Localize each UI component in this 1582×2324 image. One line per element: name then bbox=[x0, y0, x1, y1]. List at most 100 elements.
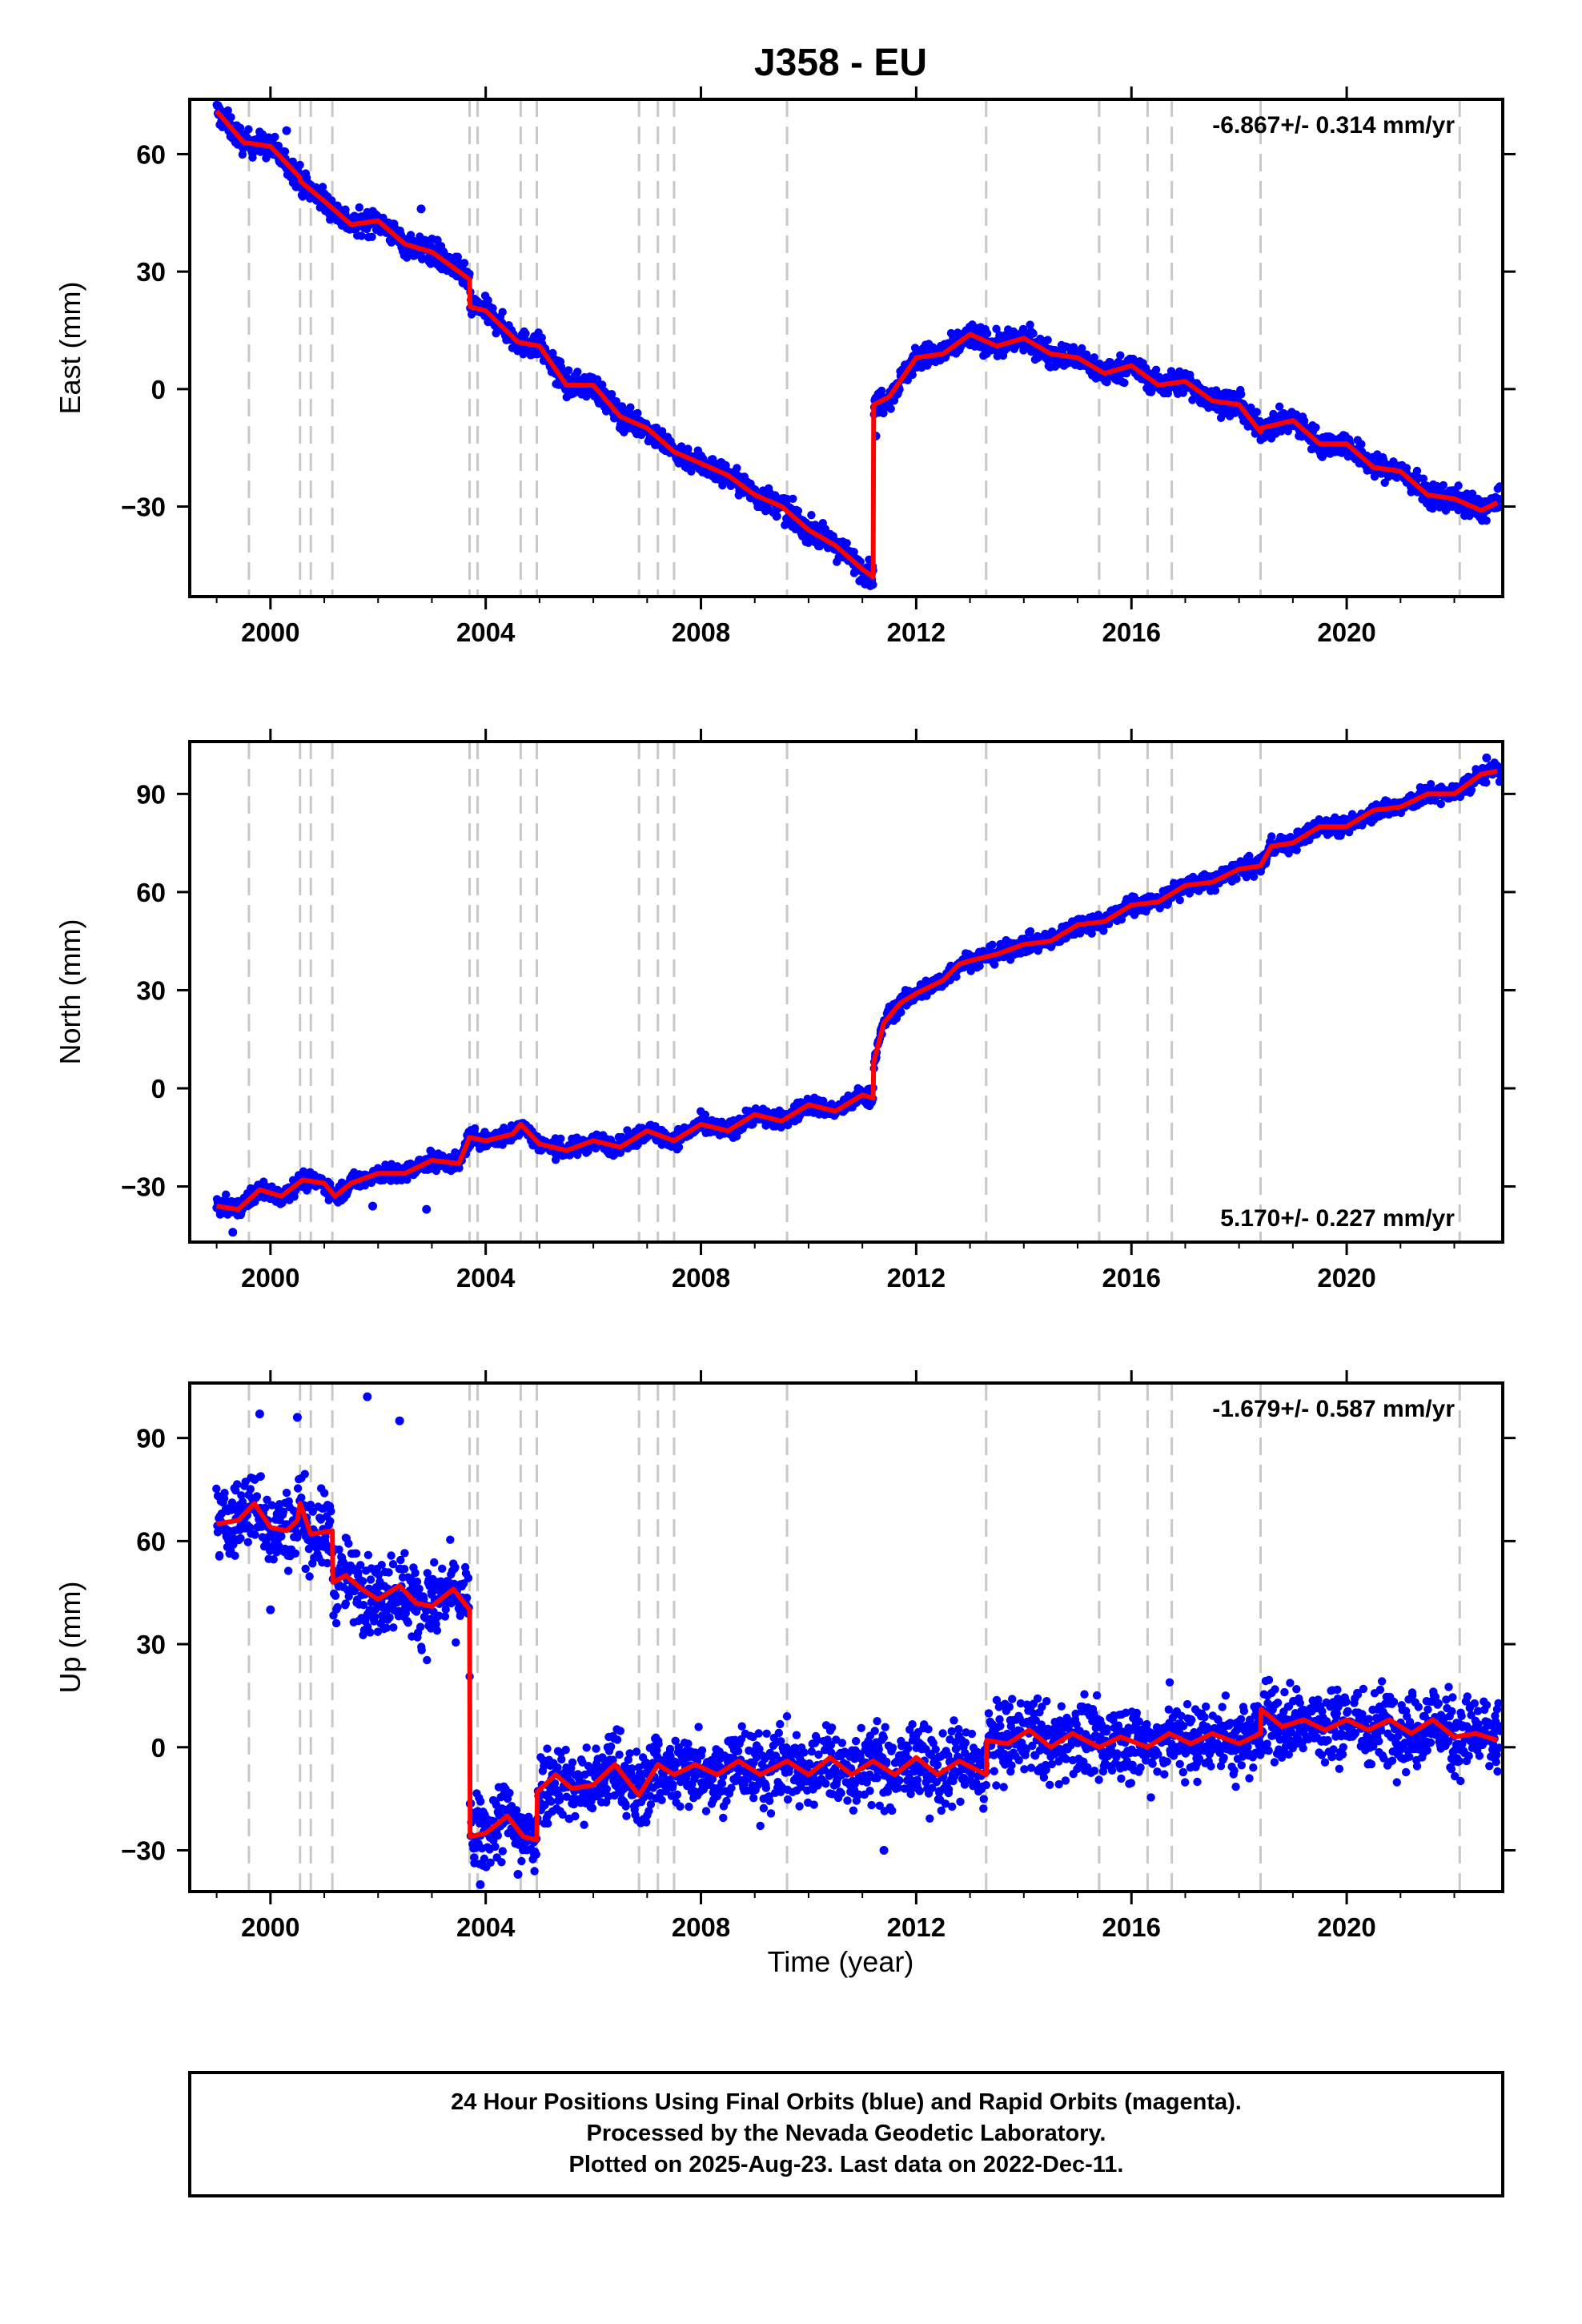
observation-point bbox=[1299, 416, 1309, 425]
observation-point bbox=[877, 386, 886, 396]
observation-points bbox=[212, 100, 1503, 590]
observation-point bbox=[403, 1175, 412, 1184]
observation-point bbox=[1439, 480, 1448, 490]
observation-point bbox=[537, 333, 546, 342]
observation-point bbox=[732, 1132, 741, 1141]
observation-point bbox=[982, 329, 992, 338]
observation-point bbox=[988, 940, 997, 950]
observation-point bbox=[223, 106, 232, 115]
observation-point bbox=[1252, 408, 1261, 416]
observation-point bbox=[1419, 474, 1428, 483]
observation-point bbox=[633, 408, 642, 418]
x-tick-label: 2004 bbox=[456, 617, 516, 647]
chart-title: J358 - EU bbox=[754, 42, 927, 84]
observation-point bbox=[1029, 329, 1038, 338]
observation-point bbox=[453, 252, 462, 261]
observation-point bbox=[341, 205, 350, 214]
observation-point bbox=[1496, 495, 1503, 504]
observation-point bbox=[1211, 886, 1220, 895]
observation-point bbox=[1078, 344, 1086, 353]
observation-point bbox=[288, 157, 297, 166]
observation-point bbox=[1267, 832, 1276, 841]
observation-point bbox=[674, 1143, 684, 1152]
observation-point bbox=[1116, 351, 1125, 360]
observation-point bbox=[318, 183, 327, 191]
observation-outlier bbox=[282, 126, 291, 135]
observation-point bbox=[1496, 482, 1503, 491]
observation-point bbox=[811, 521, 820, 529]
observation-point bbox=[1120, 378, 1129, 388]
observation-point bbox=[908, 370, 917, 380]
observation-point bbox=[897, 1007, 905, 1017]
observation-point bbox=[687, 467, 696, 476]
observation-point bbox=[1482, 516, 1491, 525]
observation-point bbox=[598, 380, 607, 389]
rate-label: -6.867+/- 0.314 mm/yr bbox=[1212, 112, 1455, 139]
x-tick-label: 2020 bbox=[1317, 617, 1375, 647]
observation-point bbox=[1357, 440, 1366, 448]
observation-point bbox=[488, 304, 497, 313]
observation-point bbox=[1454, 481, 1463, 490]
observation-point bbox=[612, 397, 620, 406]
observation-point bbox=[1090, 353, 1099, 362]
observation-point bbox=[607, 390, 616, 399]
observation-point bbox=[869, 580, 877, 589]
observation-point bbox=[992, 324, 1001, 333]
observation-point bbox=[271, 132, 279, 142]
x-tick-label: 2008 bbox=[672, 617, 730, 647]
observation-point bbox=[1428, 504, 1437, 513]
observation-point bbox=[1146, 388, 1156, 396]
north-panel: 2000 2004 2008 2012 2016 2020−300306090North … bbox=[54, 729, 1516, 1293]
observation-point bbox=[733, 464, 741, 472]
observation-point bbox=[807, 511, 816, 520]
observation-point bbox=[1237, 390, 1246, 399]
observation-point bbox=[1232, 875, 1241, 883]
observation-point bbox=[793, 506, 803, 516]
observation-point bbox=[1311, 423, 1320, 432]
y-tick-label: 0 bbox=[151, 375, 166, 404]
observation-outlier bbox=[416, 204, 426, 214]
observation-point bbox=[1412, 466, 1422, 476]
observation-point bbox=[367, 232, 376, 241]
observation-point bbox=[298, 192, 307, 201]
observation-point bbox=[498, 308, 507, 316]
observation-point bbox=[952, 972, 961, 981]
model-fit-line bbox=[215, 109, 1499, 580]
observation-point bbox=[355, 203, 363, 212]
observation-point bbox=[626, 403, 635, 412]
plot-frame bbox=[188, 98, 1504, 598]
observation-point bbox=[1151, 365, 1161, 374]
observation-point bbox=[227, 113, 235, 122]
observation-point bbox=[274, 141, 283, 151]
observation-point bbox=[818, 1096, 828, 1106]
observation-point bbox=[1026, 927, 1035, 936]
x-tick-label: 2012 bbox=[887, 617, 946, 647]
observation-point bbox=[556, 1134, 565, 1144]
observation-point bbox=[564, 366, 573, 375]
observation-point bbox=[975, 962, 984, 971]
observation-point bbox=[280, 147, 290, 156]
observation-point bbox=[789, 494, 797, 503]
observation-point bbox=[521, 329, 530, 338]
observation-point bbox=[842, 539, 851, 548]
x-tick-label: 2000 bbox=[241, 617, 299, 647]
observation-points bbox=[212, 753, 1503, 1237]
observation-point bbox=[1247, 403, 1255, 412]
observation-point bbox=[886, 404, 895, 413]
y-tick-label: −30 bbox=[121, 493, 166, 522]
observation-point bbox=[556, 363, 566, 372]
y-axis-label: East (mm) bbox=[54, 282, 86, 415]
observation-point bbox=[684, 444, 693, 453]
observation-point bbox=[1026, 320, 1034, 329]
x-tick-label: 2016 bbox=[1102, 617, 1161, 647]
observation-point bbox=[1249, 872, 1259, 881]
observation-point bbox=[244, 125, 253, 134]
observation-point bbox=[1043, 336, 1052, 344]
observation-point bbox=[1245, 851, 1254, 861]
observation-point bbox=[573, 368, 582, 376]
y-tick-label: 60 bbox=[136, 139, 166, 169]
observation-point bbox=[1175, 895, 1184, 905]
observation-point bbox=[990, 960, 999, 969]
